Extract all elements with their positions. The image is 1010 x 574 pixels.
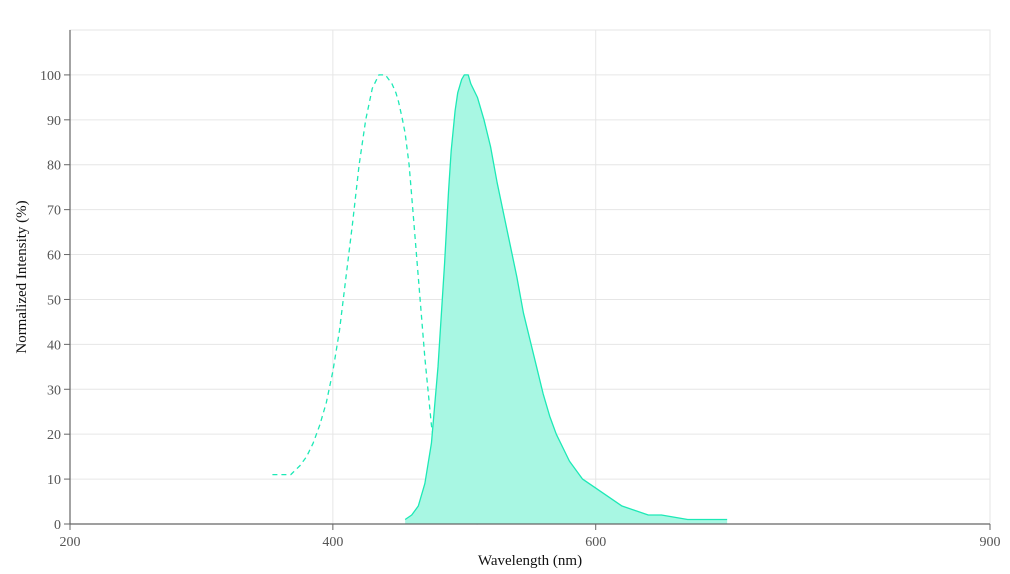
y-tick-label: 40 [47, 338, 61, 353]
series-1-area [405, 74, 728, 524]
x-tick-label: 200 [60, 535, 81, 550]
y-tick-label: 80 [47, 159, 61, 174]
y-tick-label: 50 [47, 293, 61, 308]
y-tick-label: 70 [47, 204, 61, 219]
grid [69, 29, 991, 525]
x-tick-label: 400 [322, 535, 343, 550]
series-1-line [404, 74, 728, 521]
tick-labels: 0 10 20 30 40 50 60 70 80 90 100 200 400 600 900 [40, 69, 1001, 550]
y-tick-label: 100 [40, 69, 61, 84]
y-axis-title: Normalized Intensity (%) [14, 200, 30, 353]
y-tick-label: 90 [47, 114, 61, 129]
y-tick-label: 0 [54, 518, 61, 533]
x-axis-title: Wavelength (nm) [478, 553, 582, 569]
y-tick-label: 10 [47, 473, 61, 488]
axes [64, 30, 991, 530]
y-tick-label: 30 [47, 383, 61, 398]
series-layer [272, 74, 728, 525]
series-0-line [272, 74, 478, 525]
x-tick-label: 600 [585, 535, 606, 550]
x-tick-label: 900 [980, 535, 1001, 550]
y-tick-label: 60 [47, 249, 61, 264]
y-tick-label: 20 [47, 428, 61, 443]
